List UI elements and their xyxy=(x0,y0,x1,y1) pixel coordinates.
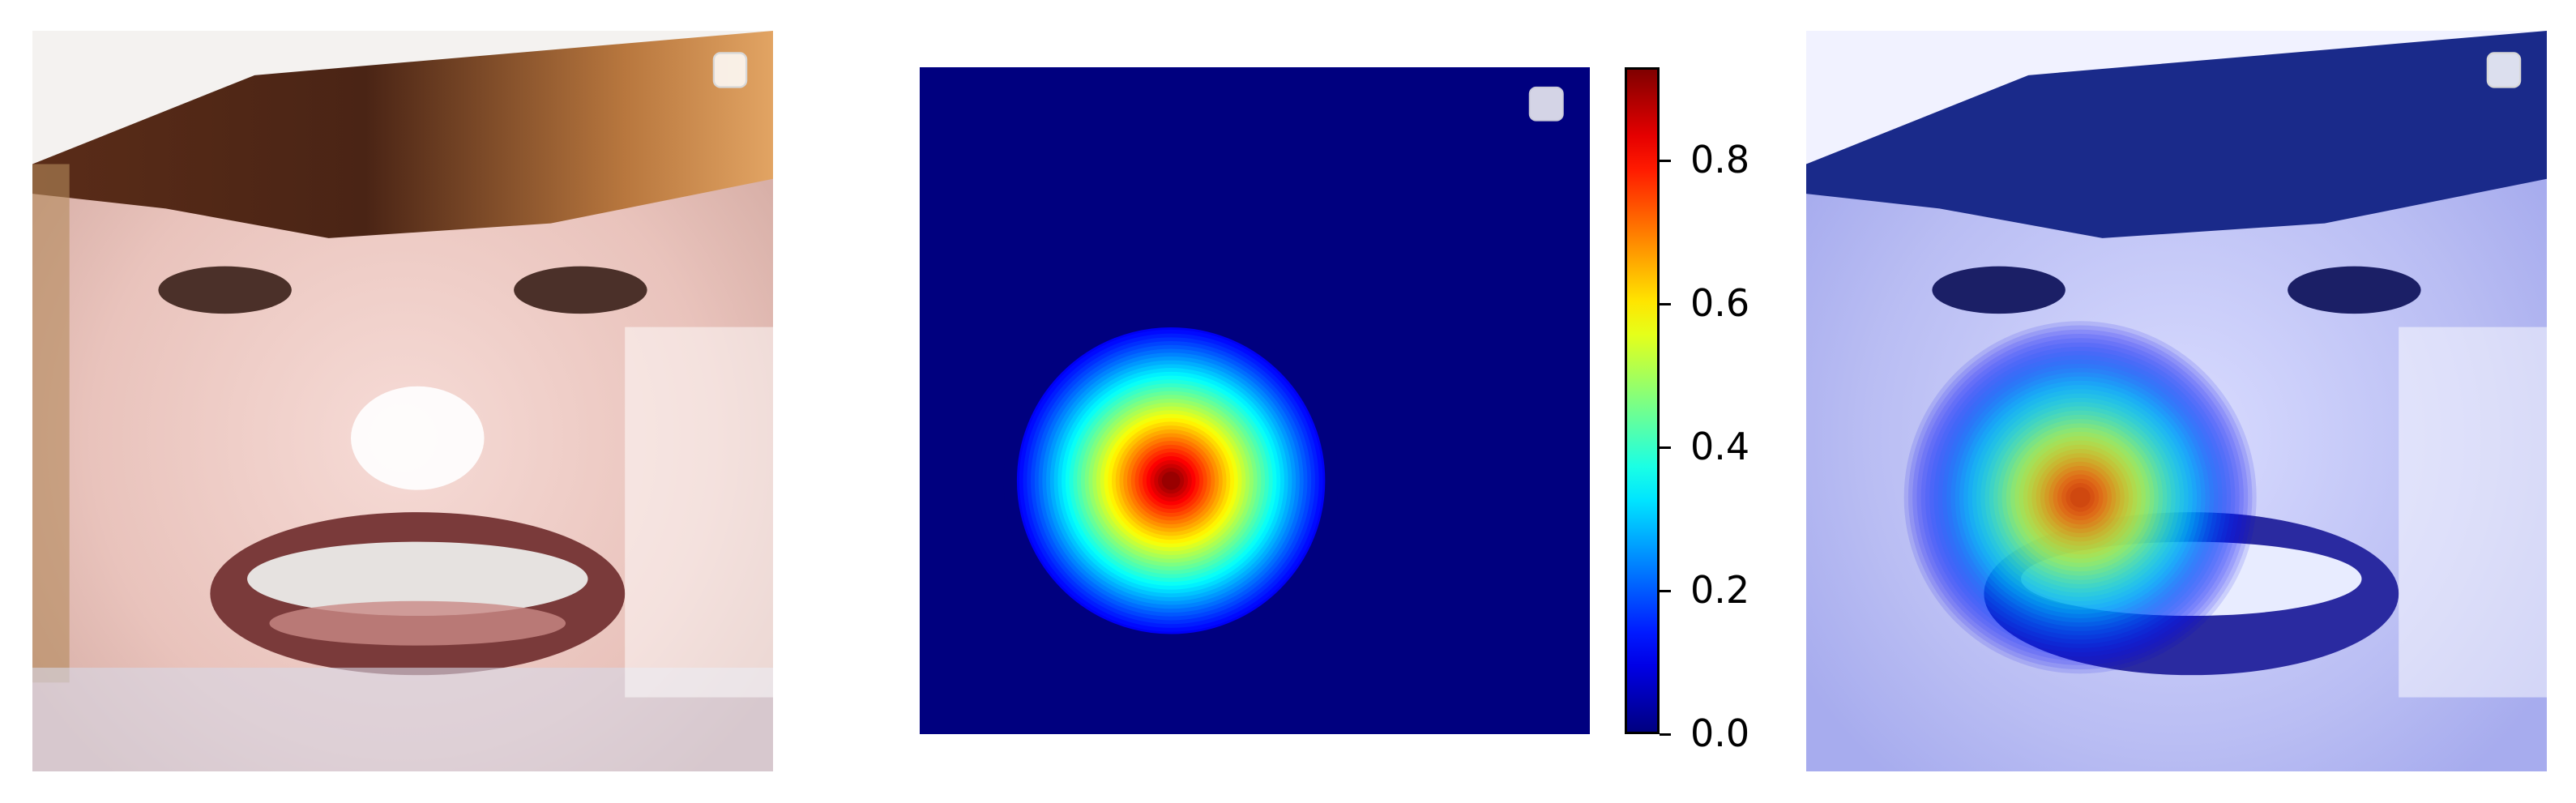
heat-contour xyxy=(2019,436,2142,559)
attention-heatmap xyxy=(920,67,1590,734)
heat-contour xyxy=(1903,321,2257,674)
heat-contour xyxy=(1993,410,2168,584)
heat-contour xyxy=(1933,351,2227,644)
heat-contour xyxy=(1920,338,2240,657)
face-legend-box xyxy=(712,52,748,88)
heat-contour xyxy=(2023,440,2138,555)
heat-contour xyxy=(2053,470,2108,525)
heat-contour xyxy=(2044,461,2117,533)
heat-contour xyxy=(1984,402,2176,593)
heat-contour xyxy=(2061,478,2100,516)
heat-contour xyxy=(1950,368,2210,627)
heat-contour xyxy=(2006,423,2155,572)
heat-contour xyxy=(1907,325,2253,670)
heat-contour xyxy=(1942,359,2219,636)
colorbar xyxy=(1625,67,1660,734)
heatmap-peak-region xyxy=(1003,314,1339,648)
heat-contour xyxy=(1959,376,2202,619)
heat-contour xyxy=(2001,419,2159,576)
overlay-drawing xyxy=(1806,31,2547,771)
colorbar-tick-label: 0.4 xyxy=(1690,425,1750,469)
heat-contour xyxy=(1997,414,2164,580)
heat-contour xyxy=(1937,355,2223,640)
heat-contour xyxy=(1916,334,2244,661)
heat-contour xyxy=(2027,444,2134,550)
heat-contour xyxy=(2065,482,2095,512)
colorbar-tick-label: 0.2 xyxy=(1690,568,1750,612)
heat-contour xyxy=(1972,389,2189,606)
overlay-legend-box xyxy=(2486,52,2522,88)
colorbar-tick xyxy=(1660,733,1671,736)
heat-contour xyxy=(1963,380,2198,614)
heat-contour xyxy=(1954,372,2206,623)
heat-contour xyxy=(2048,465,2112,529)
colorbar-tick-label: 0.8 xyxy=(1690,138,1750,182)
heat-contour xyxy=(1989,406,2172,589)
colorbar-tick xyxy=(1660,446,1671,449)
heat-contour xyxy=(2010,427,2151,567)
heat-contour xyxy=(1161,471,1181,490)
colorbar-tick xyxy=(1660,159,1671,162)
heat-contour xyxy=(1925,342,2236,653)
colorbar-tick-label: 0.0 xyxy=(1690,711,1750,755)
face-image-panel xyxy=(32,31,773,771)
overlay-heat-region xyxy=(1903,321,2257,674)
colorbar-tick-label: 0.6 xyxy=(1690,281,1750,326)
colorbar-tick xyxy=(1660,589,1671,592)
heat-contour xyxy=(2036,453,2125,542)
heat-contour xyxy=(2057,474,2104,521)
face-drawing xyxy=(32,31,773,771)
heat-contour xyxy=(1946,363,2215,631)
heat-contour xyxy=(2031,448,2130,546)
heat-contour xyxy=(1967,385,2193,610)
colorbar-tick xyxy=(1660,302,1671,305)
heat-contour xyxy=(1976,393,2185,602)
heat-contour xyxy=(2014,431,2147,563)
heat-contour xyxy=(2040,457,2121,538)
heatmap-legend-box xyxy=(1528,86,1564,122)
heat-contour xyxy=(1980,397,2181,597)
heat-contour xyxy=(1912,329,2249,665)
heat-contour xyxy=(2070,487,2091,508)
overlay-image-panel xyxy=(1806,31,2547,771)
heat-contour xyxy=(1929,346,2232,648)
